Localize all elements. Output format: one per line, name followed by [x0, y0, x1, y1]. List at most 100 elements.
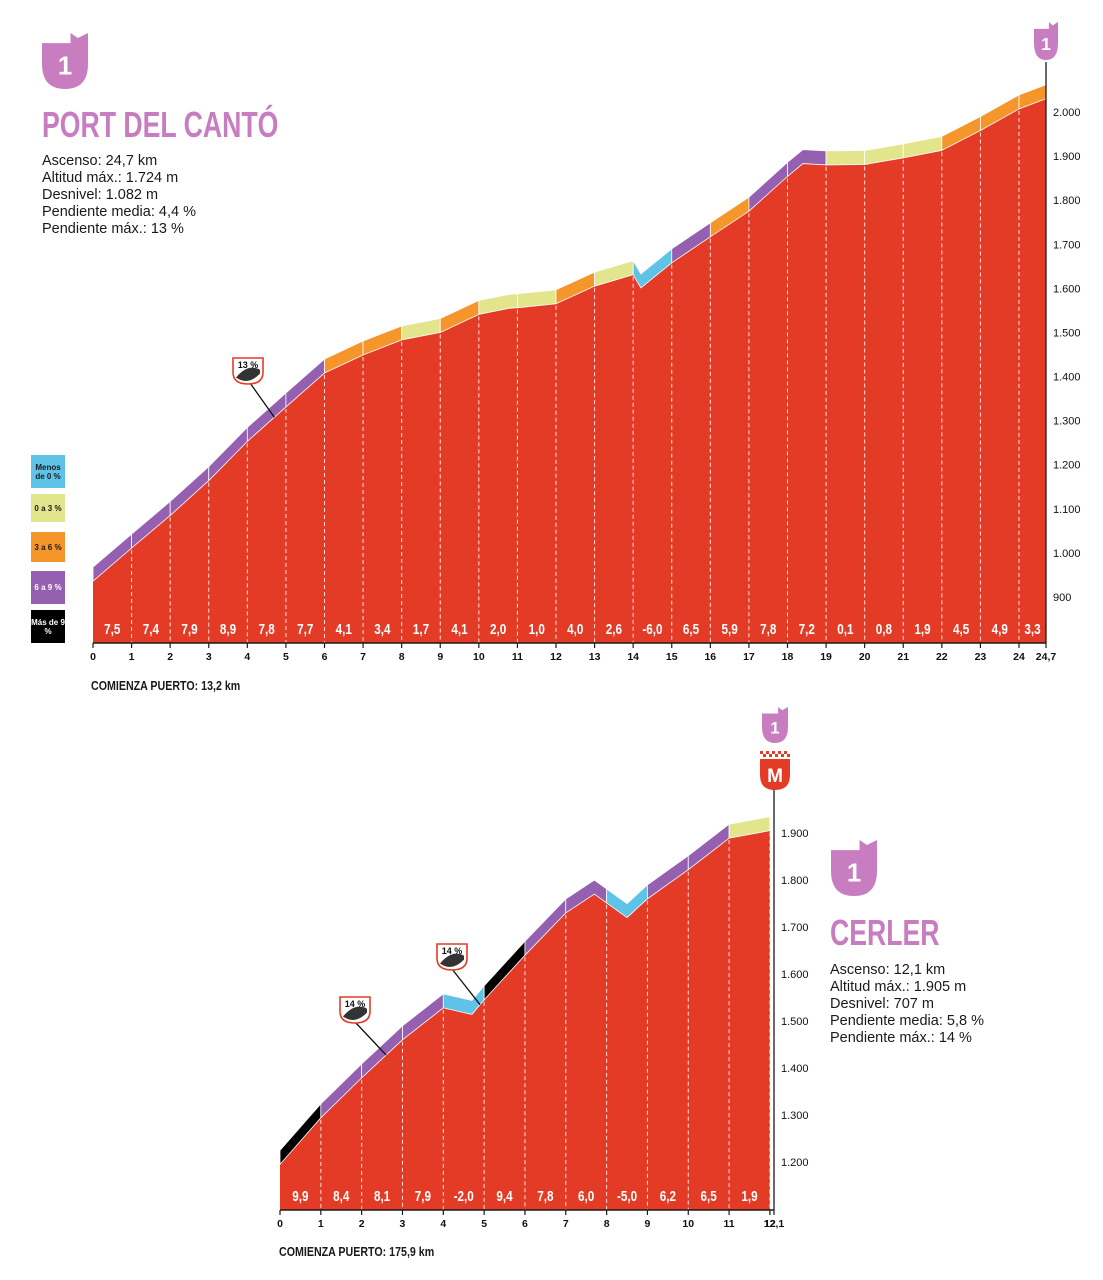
chart2-x-tick-label: 11 — [724, 1218, 735, 1230]
chart1-grade-label: -6,0 — [642, 621, 662, 638]
chart1-grade-label: 8,9 — [220, 621, 236, 638]
chart2-x-tick-label: 6 — [522, 1218, 528, 1230]
chart2-max-grade-pointer — [354, 1021, 387, 1056]
chart2-x-tick-label: 3 — [400, 1218, 406, 1230]
chart2-y-tick-label: 1.900 — [781, 828, 809, 840]
chart2-finish-check — [781, 754, 784, 757]
chart1-x-tick-label: 24,7 — [1036, 651, 1057, 663]
chart1-x-tick-label: 8 — [399, 651, 405, 663]
chart2-y-tick-label: 1.700 — [781, 922, 809, 934]
chart2-x-tick-label: 0 — [277, 1218, 283, 1230]
chart1-x-tick-label: 15 — [666, 651, 678, 663]
chart1-summit-shield-shape — [1034, 22, 1058, 60]
chart1-grade-label: 6,5 — [683, 621, 700, 638]
chart1-x-tick-label: 18 — [782, 651, 794, 663]
chart1-grade-label: 3,3 — [1024, 621, 1040, 638]
climb1-stat-avg-grade: Pendiente media: 4,4 % — [42, 204, 196, 220]
chart2-summit-shield: 1 — [762, 707, 788, 743]
chart2-grade-label: 1,9 — [741, 1188, 757, 1205]
chart1-x-tick-label: 10 — [473, 651, 485, 663]
chart2-x-tick-label: 1 — [318, 1218, 324, 1230]
chart2-finish-check — [778, 751, 781, 754]
chart2-max-grade-badge-slope-icon — [440, 953, 464, 967]
chart2-finish-check — [763, 754, 766, 757]
chart1-y-tick-label: 2.000 — [1053, 107, 1081, 119]
chart1-x-tick-label: 3 — [206, 651, 212, 663]
climb2-stat-ascent: Ascenso: 12,1 km — [830, 962, 946, 978]
chart1-y-tick-label: 1.700 — [1053, 239, 1081, 251]
climb1-stat-gain: Desnivel: 1.082 m — [42, 187, 159, 203]
chart2-category-shield-number: 1 — [847, 859, 861, 887]
chart1-x-tick-label: 17 — [743, 651, 755, 663]
chart2-x-tick-label: 2 — [359, 1218, 365, 1230]
chart1-x-tick-label: 16 — [704, 651, 716, 663]
climb2-stat-altitude: Altitud máx.: 1.905 m — [830, 979, 967, 995]
chart1-x-tick-label: 4 — [244, 651, 250, 663]
chart1: 7,5 7,4 7,9 8,9 7,8 7,7 4,1 3,4 1,7 4,1 2,0 1,0 4,0 2… — [90, 62, 1081, 663]
climb1-title: PORT DEL CANTÓ — [42, 104, 279, 145]
legend-item-0-3: 0 a 3 % — [31, 494, 65, 522]
chart1-category-shield-number: 1 — [58, 52, 72, 80]
chart2-finish-check — [769, 754, 772, 757]
chart1-y-tick-label: 900 — [1053, 592, 1071, 604]
chart2-x-tick-label: 7 — [563, 1218, 569, 1230]
climb1-stat-ascent: Ascenso: 24,7 km — [42, 153, 158, 169]
chart2-finish-check — [787, 754, 790, 757]
legend-item-6-9: 6 a 9 % — [31, 571, 65, 604]
chart2-max-grade-badge: 14 % — [436, 943, 468, 971]
chart1-grade-label: 7,8 — [760, 621, 777, 638]
chart1-x-tick-label: 2 — [167, 651, 173, 663]
chart2-grade-label: -5,0 — [617, 1188, 637, 1205]
chart2-y-tick-label: 1.300 — [781, 1110, 809, 1122]
climb2-stat-gain: Desnivel: 707 m — [830, 996, 934, 1012]
chart1-x-tick-label: 11 — [512, 651, 523, 663]
chart2-x-tick-label: 12,1 — [764, 1218, 785, 1230]
chart2-max-grade-pointer — [451, 968, 481, 1006]
chart2-x-tick-label: 9 — [645, 1218, 651, 1230]
chart2-grade-label: 8,4 — [333, 1188, 350, 1205]
chart2-finish-check — [766, 751, 769, 754]
climb1-stat-max-grade: Pendiente máx.: 13 % — [42, 221, 184, 237]
chart2-grade-label: 6,0 — [578, 1188, 594, 1205]
chart2-grade-band — [728, 816, 771, 839]
climb1-stats: Ascenso: 24,7 km Altitud máx.: 1.724 m D… — [42, 153, 196, 238]
chart1-x-tick-label: 0 — [90, 651, 96, 663]
chart2-y-tick-label: 1.800 — [781, 875, 809, 887]
chart2-finish-check — [784, 751, 787, 754]
chart1-y-tick-label: 1.900 — [1053, 151, 1081, 163]
chart1-grade-label: 7,5 — [104, 621, 121, 638]
chart1-grade-label: 7,4 — [143, 621, 160, 638]
chart1-max-grade-pointer — [249, 382, 275, 418]
chart1-grade-label: 2,0 — [490, 621, 506, 638]
chart2-finish-label: M — [767, 766, 783, 787]
chart1-x-tick-label: 22 — [936, 651, 948, 663]
chart1-max-grade-badge: 13 % — [232, 357, 264, 385]
chart1-grade-label: 4,1 — [336, 621, 353, 638]
chart2-grade-label: 7,9 — [415, 1188, 431, 1205]
chart1-grade-label: 7,2 — [799, 621, 815, 638]
chart1-x-tick-label: 1 — [129, 651, 135, 663]
chart1-x-tick-label: 19 — [820, 651, 832, 663]
climb1-stat-altitude: Altitud máx.: 1.724 m — [42, 170, 179, 186]
chart1-x-tick-label: 5 — [283, 651, 289, 663]
chart1-grade-label: 3,4 — [374, 621, 391, 638]
chart2-grade-label: 9,9 — [292, 1188, 308, 1205]
chart1-grade-label: 4,1 — [451, 621, 468, 638]
chart1-x-tick-label: 7 — [360, 651, 366, 663]
chart2-grade-label: -2,0 — [454, 1188, 474, 1205]
chart1-area — [93, 98, 1046, 644]
chart2-finish-shape — [760, 759, 790, 790]
legend-item-descent: Menos de 0 % — [31, 455, 65, 488]
chart1-grade-label: 5,9 — [721, 621, 737, 638]
chart1-y-tick-label: 1.200 — [1053, 460, 1081, 472]
chart1-x-tick-label: 21 — [897, 651, 909, 663]
chart1-summit-shield: 1 — [1034, 22, 1058, 60]
chart1-grade-label: 2,6 — [606, 621, 622, 638]
chart1-max-grade-badge-label: 13 % — [238, 360, 259, 370]
climb2-start-label: COMIENZA PUERTO: 175,9 km — [279, 1244, 435, 1259]
chart1-grade-label: 7,8 — [258, 621, 275, 638]
chart1-grade-label: 1,0 — [529, 621, 545, 638]
chart1-max-grade-badge-slope-icon — [236, 367, 260, 381]
chart2-finish-check — [775, 754, 778, 757]
chart1-grade-label: 1,9 — [914, 621, 930, 638]
